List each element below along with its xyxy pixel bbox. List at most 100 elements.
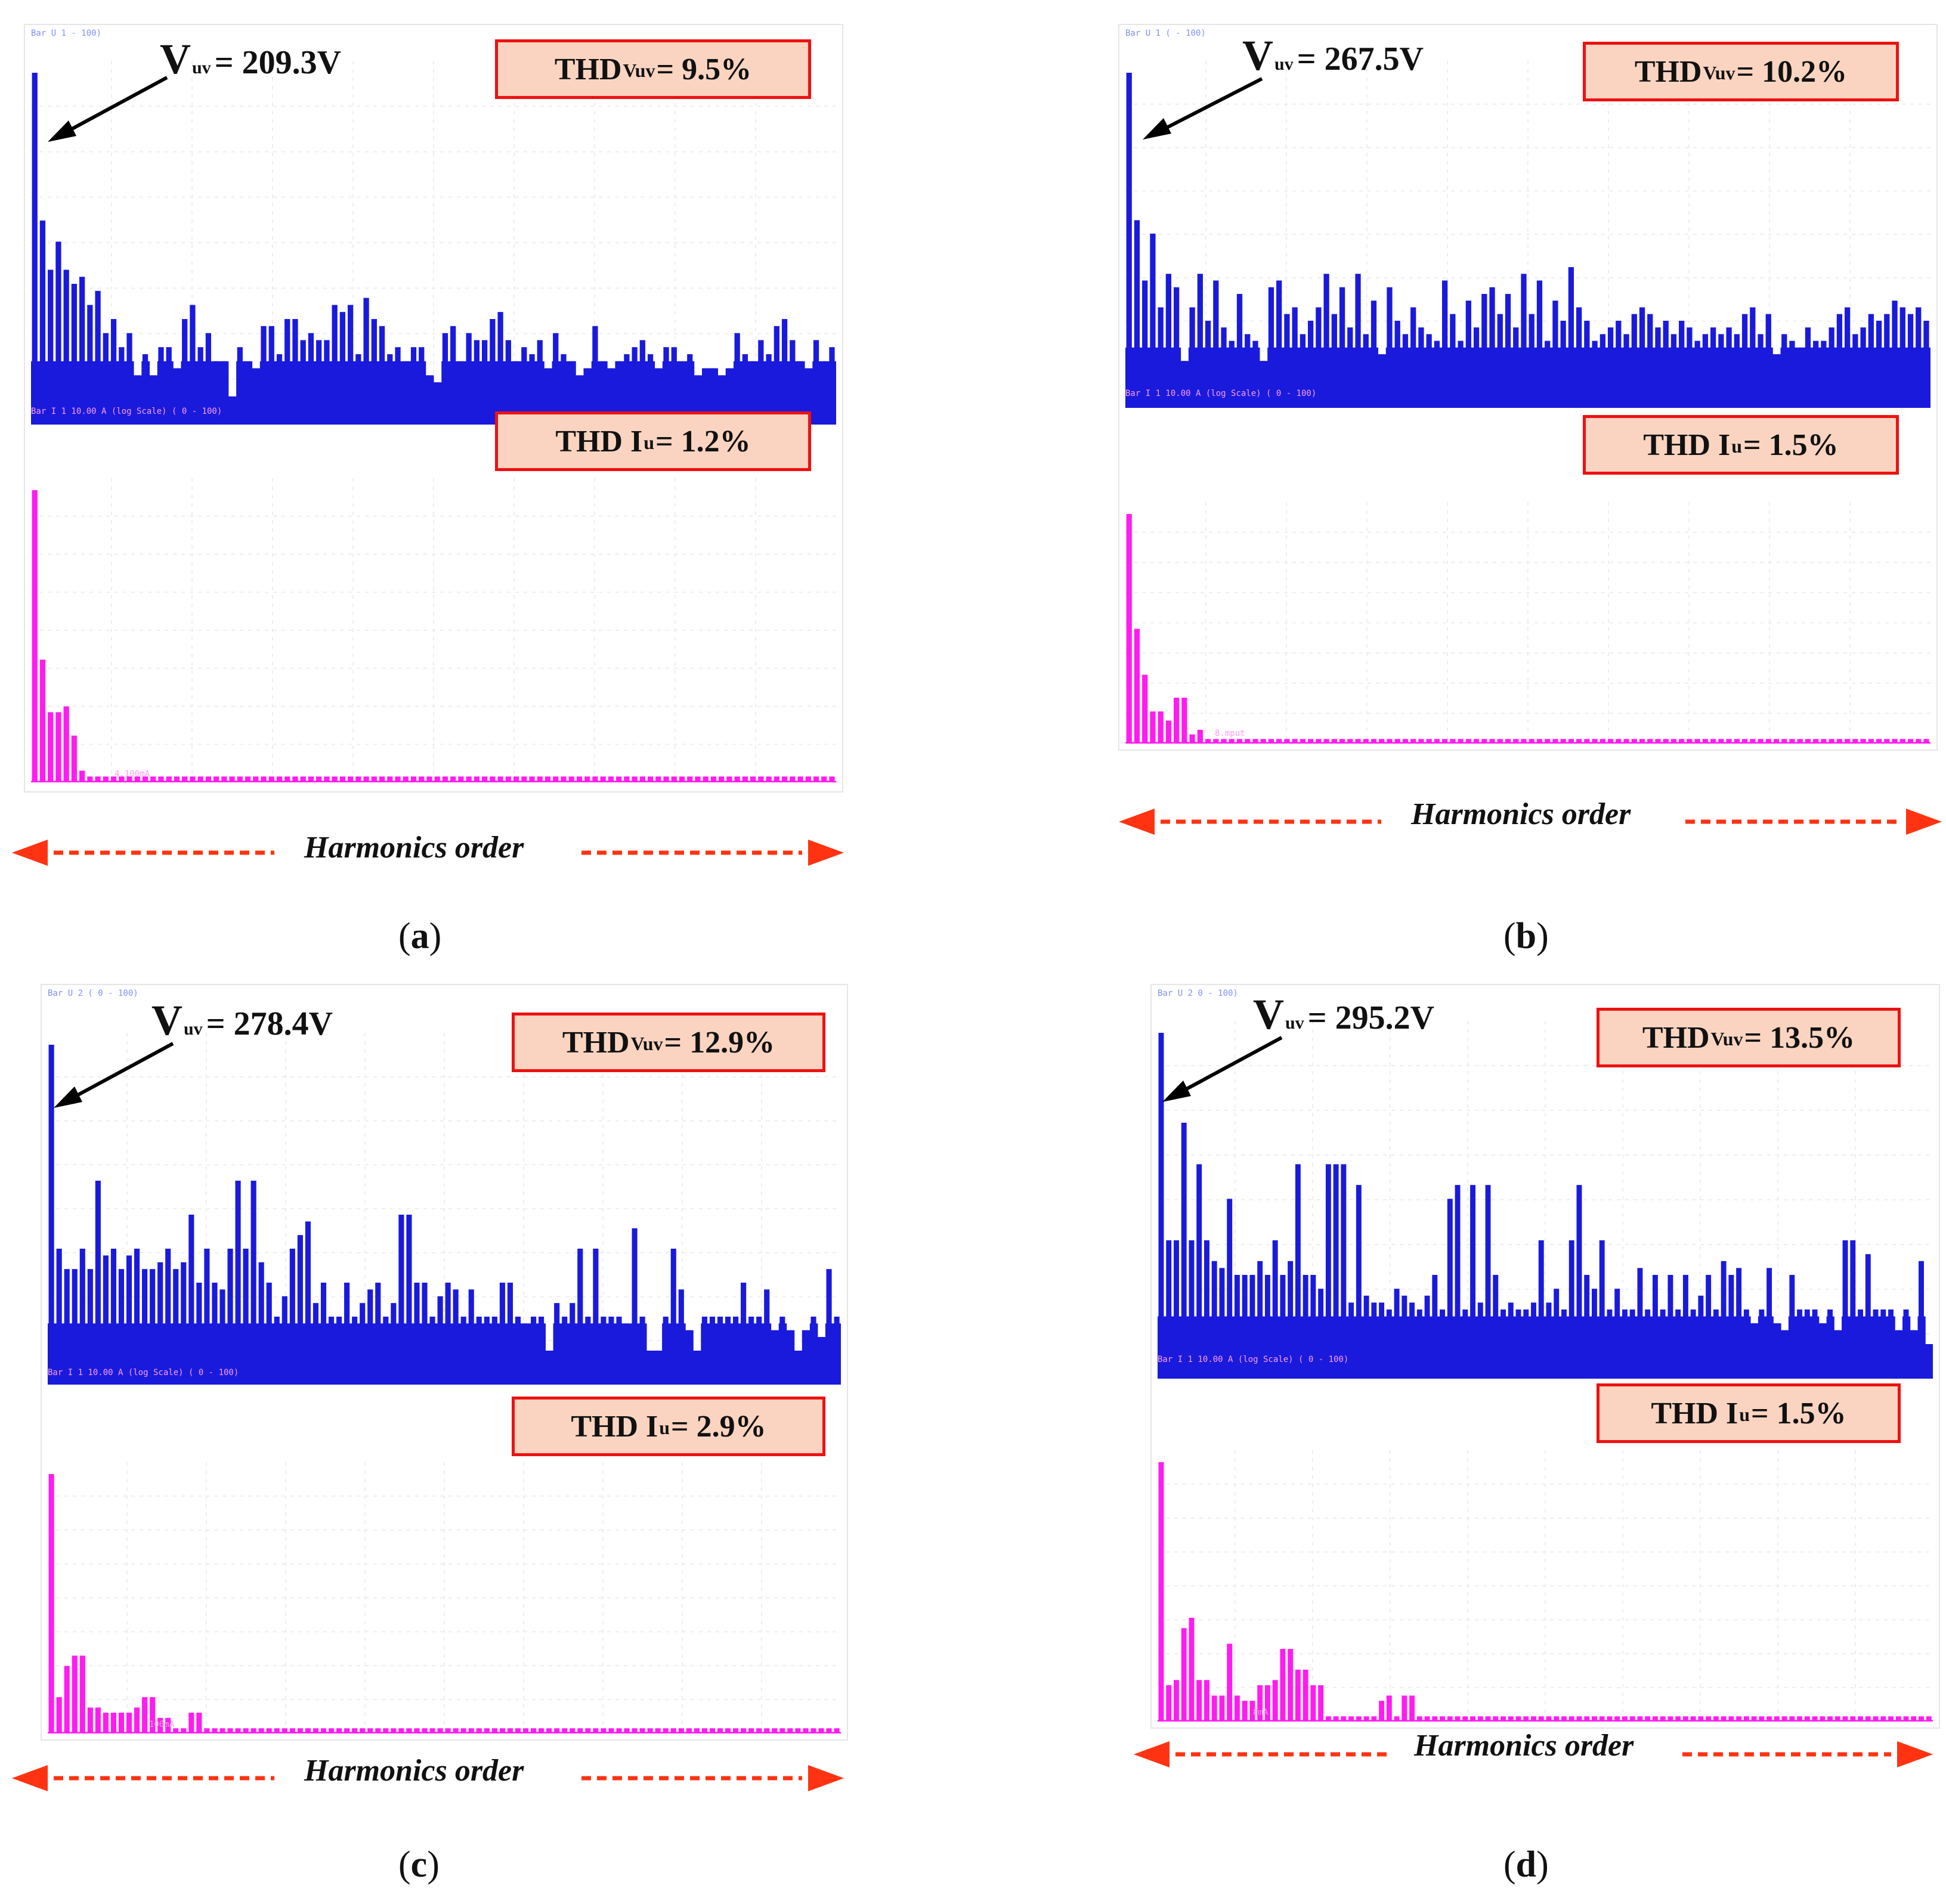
current-bar-h100 — [1907, 739, 1914, 744]
voltage-fill-h45 — [1492, 1316, 1501, 1379]
voltage-fill-h25 — [1314, 347, 1323, 408]
current-spectrum-d — [1158, 1450, 1933, 1722]
voltage-fill-h84 — [686, 361, 695, 425]
thdv-value: = 9.5% — [656, 52, 752, 86]
voltage-fill-h28 — [1363, 1316, 1371, 1379]
voltage-fill-h57 — [473, 361, 481, 425]
current-bar-h35 — [1394, 739, 1400, 744]
voltage-fill-h40 — [351, 1323, 360, 1385]
current-bar-h45 — [1473, 739, 1480, 744]
current-bar-h53 — [453, 1728, 459, 1733]
current-bar-h20 — [1303, 1670, 1308, 1722]
vuv-symbol: V — [151, 996, 182, 1044]
voltage-fill-h79 — [1741, 347, 1750, 408]
current-bar-h41 — [348, 776, 354, 782]
voltage-bar-h2 — [39, 220, 46, 425]
voltage-fill-h17 — [157, 361, 166, 425]
voltage-fill-h57 — [1567, 347, 1576, 408]
voltage-fill-h17 — [172, 1323, 181, 1385]
caption-letter: c — [410, 1844, 428, 1885]
current-bar-h79 — [655, 1728, 661, 1733]
current-bar-h6 — [1165, 720, 1172, 744]
current-bar-h12 — [134, 1707, 140, 1733]
current-bar-h30 — [1355, 739, 1361, 744]
voltage-fill-h31 — [1385, 1316, 1394, 1379]
vuv-label-c: Vuv = 278.4V — [151, 996, 333, 1045]
current-bar-h82 — [678, 1728, 684, 1733]
voltage-fill-h66 — [1638, 347, 1647, 408]
voltage-fill-h23 — [205, 361, 213, 425]
voltage-fill-h90 — [1834, 1330, 1842, 1379]
panel-a: Bar U 1 - 100) Bar I 1 10.00 A (log Scal… — [0, 0, 973, 972]
current-bar-h66 — [554, 1728, 560, 1733]
voltage-fill-h59 — [488, 361, 497, 425]
voltage-fill-h41 — [346, 361, 355, 425]
voltage-fill-h81 — [1765, 1316, 1774, 1379]
voltage-fill-h7 — [78, 361, 87, 425]
current-bar-h59 — [1584, 739, 1590, 744]
caption-d: (d) — [1503, 1844, 1549, 1885]
voltage-fill-h102 — [1922, 347, 1930, 408]
current-bar-h69 — [568, 776, 574, 782]
current-bar-h59 — [1599, 1716, 1605, 1722]
current-bar-h72 — [1698, 1716, 1704, 1722]
voltage-bar-h21 — [204, 1249, 210, 1385]
voltage-fill-h60 — [1605, 1316, 1614, 1379]
current-bar-h8 — [87, 776, 93, 782]
current-bar-h36 — [308, 776, 314, 782]
current-bar-h63 — [1629, 1716, 1635, 1722]
voltage-fill-h47 — [405, 1323, 414, 1385]
current-bar-h56 — [1576, 1716, 1582, 1722]
harmonics-arrow-right-b — [1685, 809, 1942, 835]
voltage-fill-h47 — [394, 361, 403, 425]
current-bar-h86 — [1797, 739, 1803, 744]
current-bar-h97 — [790, 776, 796, 782]
current-bar-h73 — [1694, 739, 1700, 744]
current-bar-h29 — [1347, 739, 1353, 744]
current-bar-h18 — [1288, 1649, 1294, 1722]
current-bar-h33 — [1402, 1695, 1407, 1722]
voltage-fill-h98 — [1895, 1330, 1903, 1379]
voltage-fill-h93 — [757, 361, 766, 425]
caption-c: (c) — [398, 1844, 440, 1885]
current-bar-h101 — [826, 1728, 832, 1733]
voltage-bar-h57 — [1568, 267, 1574, 408]
voltage-fill-h16 — [149, 375, 158, 425]
current-bar-h44 — [1465, 739, 1471, 744]
current-bar-h35 — [300, 776, 306, 782]
current-bar-h47 — [406, 1728, 412, 1733]
current-bar-h67 — [553, 776, 559, 782]
current-bar-h95 — [1868, 739, 1874, 744]
voltage-fill-h39 — [330, 361, 339, 425]
current-bar-h50 — [1531, 1716, 1536, 1722]
current-bar-h42 — [355, 776, 361, 782]
voltage-fill-h28 — [258, 1323, 266, 1385]
voltage-fill-h2 — [39, 361, 47, 425]
current-bar-h7 — [1174, 698, 1180, 744]
voltage-bar-h9 — [110, 1249, 117, 1385]
current-bar-h38 — [324, 776, 330, 782]
voltage-fill-h32 — [1370, 347, 1379, 408]
voltage-bar-h55 — [1568, 1240, 1574, 1379]
voltage-fill-h57 — [1583, 1316, 1591, 1379]
voltage-fill-h17 — [1279, 1316, 1288, 1379]
thdv-box-d: THD Vuv = 13.5% — [1597, 1008, 1901, 1067]
voltage-fill-h12 — [1241, 1316, 1249, 1379]
voltage-fill-h9 — [1218, 1316, 1227, 1379]
voltage-fill-h52 — [1528, 347, 1536, 408]
current-bar-h58 — [482, 776, 488, 782]
voltage-fill-h34 — [1408, 1316, 1416, 1379]
voltage-fill-h96 — [786, 1330, 795, 1385]
current-bar-h99 — [805, 776, 811, 782]
current-bar-h48 — [1497, 739, 1503, 744]
current-bar-h27 — [250, 1728, 256, 1733]
current-bar-h11 — [1234, 1695, 1240, 1722]
current-bar-h42 — [1450, 739, 1456, 744]
voltage-fill-h22 — [211, 1323, 219, 1385]
voltage-fill-h6 — [1195, 1316, 1204, 1379]
voltage-fill-h21 — [1309, 1316, 1318, 1379]
current-bar-h13 — [1249, 1701, 1255, 1722]
voltage-fill-h96 — [781, 361, 790, 425]
current-bar-h30 — [1379, 1701, 1385, 1722]
voltage-bar-h47 — [406, 1215, 412, 1385]
